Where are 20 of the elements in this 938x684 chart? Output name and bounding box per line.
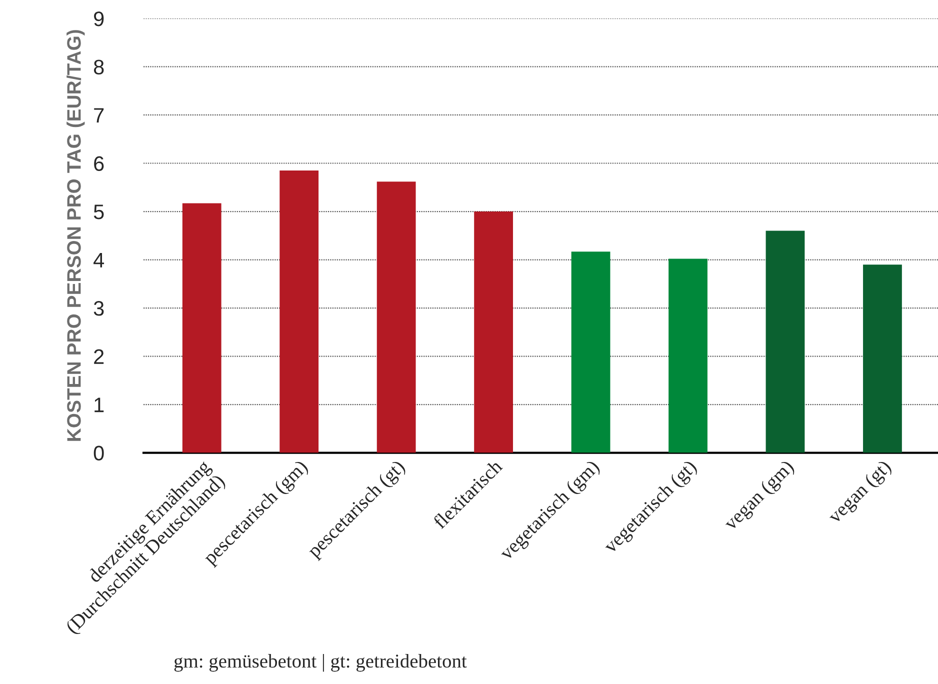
y-tick-label: 9 (94, 11, 104, 26)
y-axis-title: KOSTEN PRO PERSON PRO TAG (EUR/TAG) (66, 30, 85, 441)
y-tick-label: 1 (94, 398, 104, 412)
bar (280, 170, 319, 453)
y-tick-label: 8 (94, 60, 104, 74)
bar (863, 264, 902, 453)
bar (474, 212, 513, 453)
y-tick-label: 3 (94, 301, 104, 316)
text: gm: gemüsebetont | gt: getreidebetont (174, 654, 467, 672)
bar (376, 182, 416, 453)
y-tick-label: 7 (94, 108, 104, 123)
y-tick-label: 6 (94, 156, 104, 171)
y-tick-label: 5 (94, 204, 104, 220)
bar (182, 203, 222, 453)
y-tick-label: 4 (94, 252, 104, 268)
y-tick-label: 0 (94, 446, 104, 461)
bar (571, 252, 610, 453)
bar (766, 230, 805, 453)
bar (668, 258, 708, 453)
y-tick-label: 2 (94, 349, 104, 364)
